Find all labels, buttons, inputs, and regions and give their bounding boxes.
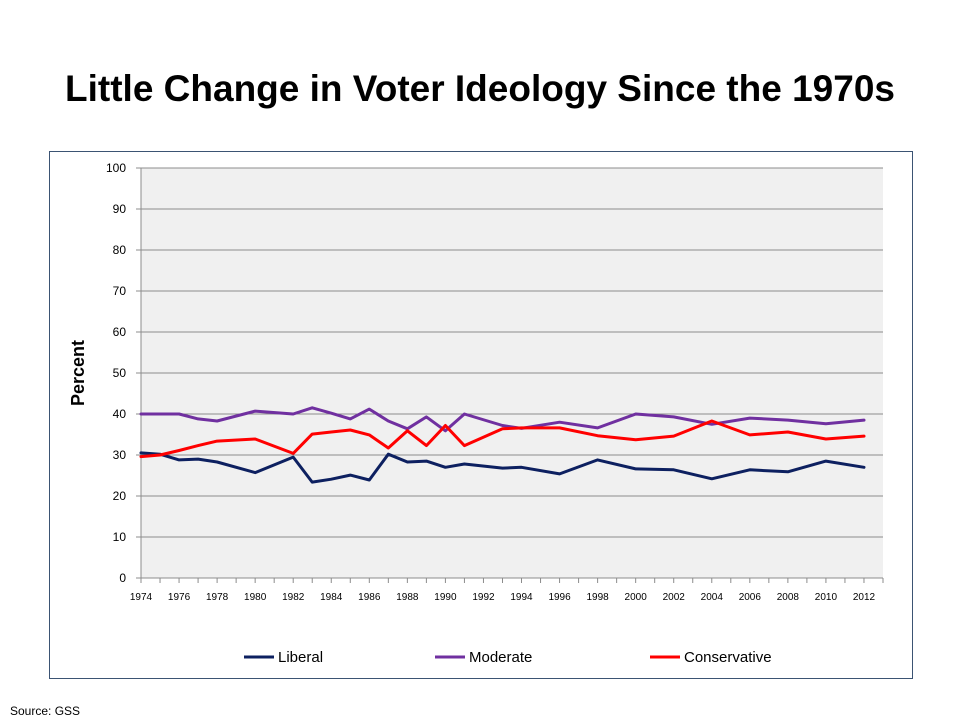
y-tick-label: 70 — [113, 284, 127, 298]
x-tick-label: 1994 — [510, 592, 533, 603]
x-tick-label: 2006 — [739, 592, 762, 603]
x-tick-label: 1986 — [358, 592, 381, 603]
y-tick-label: 100 — [106, 161, 126, 175]
y-tick-label: 30 — [113, 448, 127, 462]
x-tick-label: 2008 — [777, 592, 800, 603]
y-tick-label: 60 — [113, 325, 127, 339]
x-tick-label: 2000 — [625, 592, 648, 603]
x-tick-label: 1992 — [472, 592, 495, 603]
y-tick-label: 40 — [113, 407, 127, 421]
source-note: Source: GSS — [10, 704, 81, 718]
x-tick-label: 1978 — [206, 592, 229, 603]
series-line-moderate — [139, 406, 866, 433]
y-tick-label: 90 — [113, 202, 127, 216]
legend-label-liberal: Liberal — [278, 649, 323, 666]
x-tick-label: 1990 — [434, 592, 457, 603]
x-tick-label: 1988 — [396, 592, 419, 603]
x-tick-label: 2010 — [815, 592, 838, 603]
series-line-conservative — [139, 419, 866, 459]
y-tick-label: 10 — [113, 530, 127, 544]
legend-label-conservative: Conservative — [684, 649, 772, 666]
y-tick-label: 20 — [113, 489, 127, 503]
y-axis-title: Percent — [68, 340, 88, 406]
x-tick-label: 2012 — [853, 592, 876, 603]
x-tick-label: 1974 — [130, 592, 153, 603]
y-tick-label: 50 — [113, 366, 127, 380]
x-tick-label: 2004 — [701, 592, 724, 603]
legend-label-moderate: Moderate — [469, 649, 532, 666]
x-tick-label: 1980 — [244, 592, 267, 603]
x-tick-label: 1984 — [320, 592, 343, 603]
chart-frame: 0 10 20 30 40 50 60 70 80 90 100 1974 1976 1978 1980 19… — [49, 151, 913, 679]
line-chart: 0 10 20 30 40 50 60 70 80 90 100 1974 1976 1978 1980 19… — [68, 161, 884, 666]
series-line-liberal — [139, 451, 866, 484]
x-tick-label: 1976 — [168, 592, 191, 603]
x-tick-label: 1998 — [586, 592, 609, 603]
y-tick-label: 80 — [113, 243, 127, 257]
y-tick-label: 0 — [119, 571, 126, 585]
slide-title: Little Change in Voter Ideology Since th… — [65, 68, 895, 109]
x-tick-label: 2002 — [663, 592, 686, 603]
x-tick-label: 1982 — [282, 592, 305, 603]
x-tick-label: 1996 — [548, 592, 571, 603]
